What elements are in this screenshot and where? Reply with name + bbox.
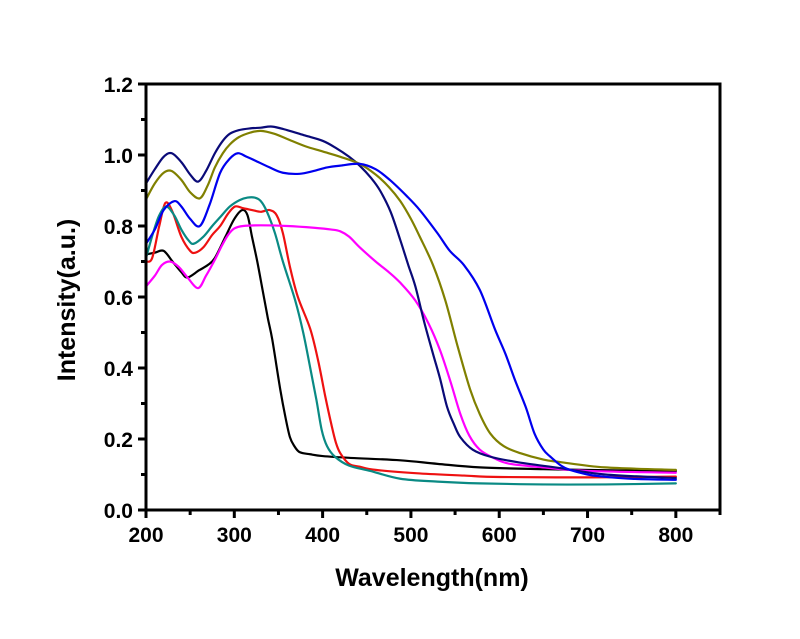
x-tick-label: 200	[128, 524, 163, 547]
x-tick-label: 500	[393, 524, 428, 547]
series-line-black	[144, 208, 677, 473]
series-line-teal	[144, 196, 677, 486]
x-tick-label: 600	[482, 524, 517, 547]
series-line-navy	[144, 125, 677, 480]
y-tick-label: 0.8	[104, 216, 134, 239]
y-tick-label: 0.6	[104, 287, 133, 310]
x-tick-label: 400	[305, 524, 340, 547]
x-tick-label: 300	[217, 524, 252, 547]
y-tick-label: 0.0	[104, 500, 133, 523]
series-layer	[144, 125, 677, 486]
plot-frame	[144, 82, 722, 512]
series-line-olive	[144, 129, 677, 471]
y-tick-label: 1.2	[104, 74, 133, 97]
x-axis-title: Wavelength(nm)	[335, 564, 529, 592]
x-axis-ticks: 200 300 400 500 600 700 800	[128, 510, 722, 547]
series-line-red	[144, 201, 677, 479]
y-axis-ticks: 0.0 0.2 0.4 0.6 0.8 1.0 1.2	[104, 74, 146, 523]
y-tick-label: 0.4	[104, 358, 134, 381]
x-tick-label: 800	[658, 524, 693, 547]
y-tick-label: 0.2	[104, 429, 133, 452]
x-tick-label: 700	[570, 524, 605, 547]
y-axis-title: Intensity(a.u.)	[53, 219, 81, 382]
series-line-magenta	[144, 224, 677, 474]
series-line-blue	[144, 152, 677, 481]
y-tick-label: 1.0	[104, 145, 133, 168]
